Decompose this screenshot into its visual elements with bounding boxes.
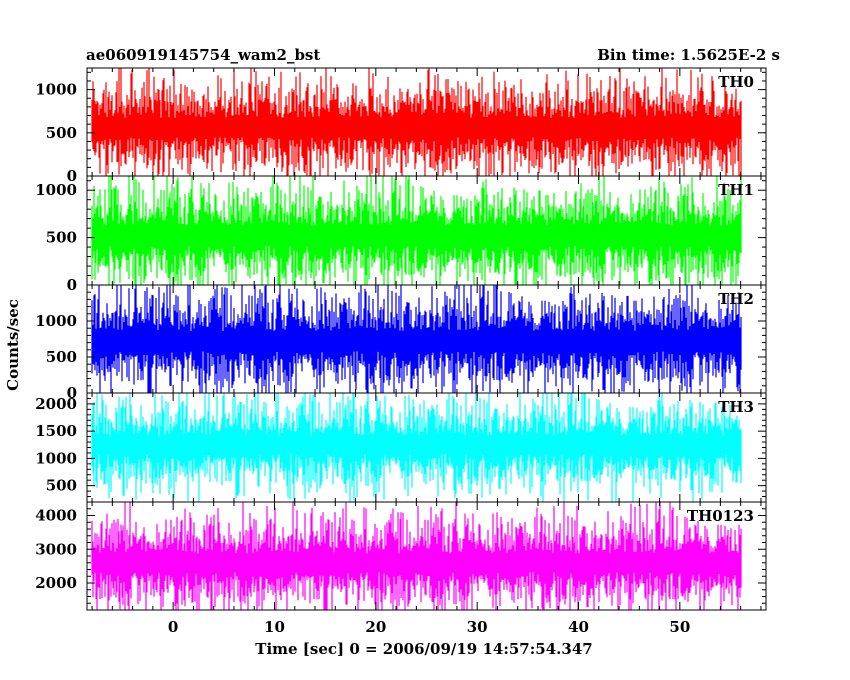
x-tick-label: 20	[365, 618, 386, 636]
series-th0123	[91, 502, 742, 610]
x-tick-label: 50	[669, 618, 690, 636]
series-th1	[91, 176, 742, 285]
x-tick-label: 40	[568, 618, 589, 636]
y-tick-label: 2000	[35, 574, 77, 592]
series-th3	[91, 393, 742, 502]
x-tick-label: 0	[168, 618, 178, 636]
bin-time-label: Bin time: 1.5625E-2 s	[597, 46, 780, 64]
series-th2	[91, 285, 742, 393]
panel-label: TH1	[718, 181, 754, 199]
y-tick-label: 500	[46, 124, 77, 142]
panel-label: TH0	[718, 73, 754, 91]
panel-th3: 500 1000 1500 2000 TH3	[35, 392, 767, 503]
chart-title: ae060919145754_wam2_bst	[86, 46, 320, 64]
y-tick-label: 1000	[35, 449, 77, 467]
y-tick-label: 3000	[35, 540, 77, 558]
y-tick-label: 4000	[35, 507, 77, 525]
panel-label: TH0123	[687, 507, 754, 525]
panel-th0: 0 500 1000 TH0	[35, 67, 767, 185]
y-tick-label: 1000	[35, 81, 77, 99]
panel-th1: 0 500 1000 TH1	[35, 175, 767, 294]
y-tick-label: 0	[67, 384, 77, 402]
series-th0	[91, 68, 742, 176]
y-tick-label: 2000	[35, 395, 77, 413]
y-tick-label: 500	[46, 348, 77, 366]
panel-th2: 0 500 1000 TH2	[35, 284, 767, 402]
x-tick-label: 30	[467, 618, 488, 636]
panel-label: TH2	[718, 290, 754, 308]
x-axis-label: Time [sec] 0 = 2006/09/19 14:57:54.347	[255, 640, 592, 658]
y-tick-label: 500	[46, 229, 77, 247]
y-tick-label: 1000	[35, 312, 77, 330]
y-tick-label: 0	[67, 167, 77, 185]
y-axis-label: Counts/sec	[4, 299, 22, 391]
y-tick-label: 1500	[35, 422, 77, 440]
y-tick-label: 1000	[35, 181, 77, 199]
panel-label: TH3	[718, 398, 754, 416]
panel-th0123: 2000 3000 4000 TH0123	[35, 501, 767, 611]
x-tick-label: 10	[264, 618, 285, 636]
y-tick-label: 500	[46, 477, 77, 495]
y-tick-label: 0	[67, 276, 77, 294]
